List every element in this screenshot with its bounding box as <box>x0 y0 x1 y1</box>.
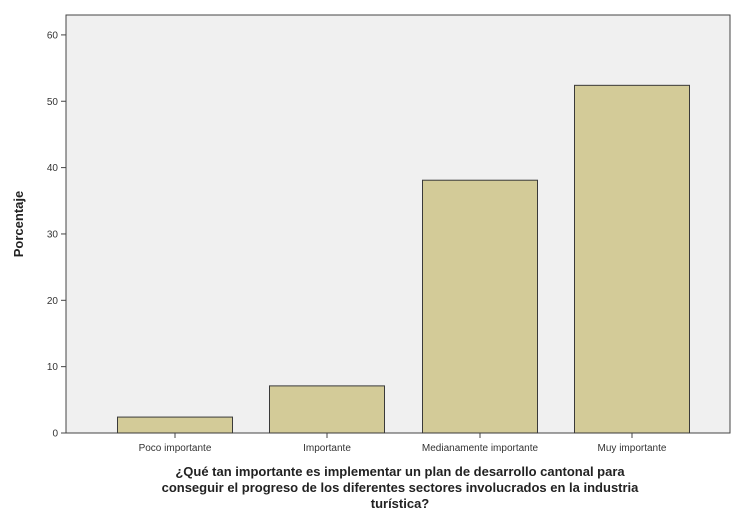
y-axis: 0 10 20 30 40 50 60 <box>47 30 66 440</box>
bar-3 <box>574 84 690 434</box>
bar-1 <box>269 385 385 434</box>
x-axis-label-line-1: ¿Qué tan importante es implementar un pl… <box>175 464 625 479</box>
x-tick-label: Importante <box>303 443 351 454</box>
x-tick-label: Poco importante <box>139 443 212 454</box>
y-tick-label: 10 <box>47 362 59 373</box>
x-axis: Poco importante Importante Medianamente im… <box>139 433 667 454</box>
bar-0 <box>117 416 233 434</box>
y-tick-label: 60 <box>47 30 59 41</box>
y-tick-label: 40 <box>47 163 59 174</box>
y-tick-label: 20 <box>47 296 59 307</box>
x-axis-label-line-3: turística? <box>371 496 430 511</box>
x-tick-label: Medianamente importante <box>422 443 539 454</box>
bar-2 <box>422 179 538 434</box>
y-tick-label: 0 <box>52 429 58 440</box>
bars-group <box>117 84 690 434</box>
y-tick-label: 50 <box>47 97 59 108</box>
y-axis-label: Porcentaje <box>11 191 26 257</box>
x-axis-label-line-2: conseguir el progreso de los diferentes … <box>162 480 640 495</box>
x-tick-label: Muy importante <box>598 443 667 454</box>
y-tick-label: 30 <box>47 229 59 240</box>
